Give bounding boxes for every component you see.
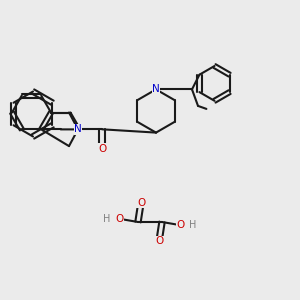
- Text: H: H: [103, 214, 111, 224]
- Text: O: O: [155, 236, 163, 247]
- Text: N: N: [152, 84, 160, 94]
- Text: H: H: [189, 220, 197, 230]
- Text: O: O: [98, 144, 106, 154]
- Text: O: O: [137, 197, 145, 208]
- Text: N: N: [74, 124, 82, 134]
- Text: O: O: [177, 220, 185, 230]
- Text: O: O: [115, 214, 123, 224]
